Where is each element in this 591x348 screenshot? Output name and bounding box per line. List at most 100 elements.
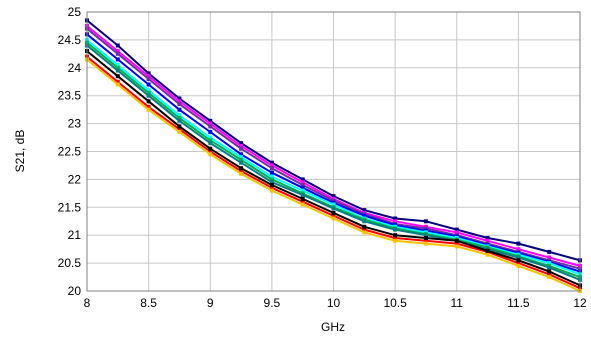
data-point bbox=[177, 124, 182, 129]
data-point bbox=[115, 63, 120, 67]
x-tick-label: 10.5 bbox=[383, 296, 407, 310]
data-point bbox=[362, 219, 367, 224]
data-point bbox=[269, 163, 274, 168]
data-point bbox=[300, 183, 305, 187]
data-point bbox=[485, 238, 490, 243]
data-point bbox=[269, 180, 274, 185]
data-point bbox=[146, 107, 151, 112]
data-point bbox=[423, 226, 428, 231]
data-point bbox=[177, 130, 182, 134]
data-point bbox=[146, 88, 151, 93]
data-point bbox=[300, 199, 305, 204]
data-point bbox=[239, 169, 244, 173]
data-point bbox=[208, 141, 213, 146]
data-point bbox=[331, 216, 336, 221]
data-point bbox=[300, 188, 305, 193]
data-point bbox=[547, 275, 552, 280]
data-point bbox=[362, 208, 367, 213]
data-point bbox=[146, 93, 151, 98]
data-point bbox=[454, 241, 459, 246]
data-point bbox=[177, 127, 182, 132]
y-tick-label: 24 bbox=[68, 61, 82, 75]
data-point bbox=[177, 96, 182, 101]
data-point bbox=[115, 51, 120, 56]
data-point bbox=[146, 104, 151, 109]
data-point bbox=[208, 152, 213, 157]
data-point bbox=[423, 219, 428, 224]
data-point bbox=[547, 272, 552, 277]
data-point bbox=[208, 118, 213, 123]
series-group bbox=[85, 18, 582, 293]
data-point bbox=[516, 247, 521, 252]
data-point bbox=[115, 79, 120, 84]
y-tick-label: 22.5 bbox=[58, 145, 82, 159]
data-point bbox=[547, 269, 552, 274]
data-point bbox=[146, 71, 151, 76]
data-point bbox=[423, 233, 428, 238]
data-point bbox=[208, 138, 213, 143]
data-point bbox=[331, 213, 336, 218]
data-point bbox=[362, 227, 367, 232]
data-point bbox=[269, 160, 274, 165]
data-point bbox=[269, 170, 274, 175]
data-point bbox=[454, 227, 459, 232]
data-point bbox=[146, 99, 151, 104]
data-point bbox=[208, 146, 213, 151]
data-point bbox=[547, 265, 552, 270]
data-point bbox=[393, 236, 398, 240]
x-tick-label: 8 bbox=[84, 296, 91, 310]
data-point bbox=[239, 157, 244, 162]
data-point bbox=[547, 249, 552, 254]
series-1 bbox=[85, 18, 582, 263]
data-point bbox=[516, 241, 521, 246]
data-point bbox=[331, 198, 336, 203]
data-point bbox=[393, 233, 398, 238]
x-tick-label: 11 bbox=[451, 296, 464, 310]
data-point bbox=[331, 210, 336, 215]
y-tick-label: 21.5 bbox=[58, 200, 82, 214]
data-point bbox=[300, 177, 305, 182]
data-point bbox=[269, 177, 274, 182]
data-point bbox=[300, 202, 305, 207]
data-point bbox=[423, 241, 428, 246]
x-tick-label: 11.5 bbox=[507, 296, 530, 310]
x-tick-label: 10 bbox=[327, 296, 341, 310]
data-point bbox=[423, 238, 428, 243]
data-point bbox=[177, 99, 182, 104]
data-point bbox=[362, 213, 367, 218]
data-point bbox=[362, 230, 367, 235]
data-point bbox=[115, 68, 120, 73]
x-tick-label: 9 bbox=[207, 296, 214, 310]
y-tick-label: 21 bbox=[68, 228, 82, 242]
y-tick-label: 24.5 bbox=[58, 33, 82, 47]
y-axis-label: S21, dB bbox=[13, 130, 27, 173]
x-tick-label: 9.5 bbox=[264, 296, 281, 310]
data-point bbox=[269, 185, 274, 190]
data-point bbox=[485, 248, 490, 253]
data-point bbox=[393, 219, 398, 224]
data-point bbox=[115, 65, 120, 70]
data-point bbox=[454, 244, 459, 249]
y-tick-label: 25 bbox=[68, 5, 82, 19]
x-axis-label: GHz bbox=[321, 320, 345, 334]
data-point bbox=[146, 77, 151, 81]
x-tick-label: 12 bbox=[573, 296, 587, 310]
data-point bbox=[331, 194, 336, 199]
y-tick-label: 23.5 bbox=[58, 89, 82, 103]
data-point bbox=[115, 49, 120, 54]
data-point bbox=[393, 238, 398, 243]
data-point bbox=[177, 107, 182, 112]
data-point bbox=[362, 224, 367, 229]
data-point bbox=[393, 227, 398, 232]
data-point bbox=[177, 118, 182, 123]
data-point bbox=[208, 124, 213, 129]
x-tick-label: 8.5 bbox=[140, 296, 157, 310]
data-point bbox=[331, 206, 336, 211]
data-point bbox=[300, 185, 305, 190]
data-point bbox=[115, 43, 120, 48]
data-point bbox=[516, 261, 521, 266]
data-point bbox=[208, 130, 213, 134]
data-point bbox=[239, 152, 244, 157]
data-point bbox=[239, 160, 244, 165]
